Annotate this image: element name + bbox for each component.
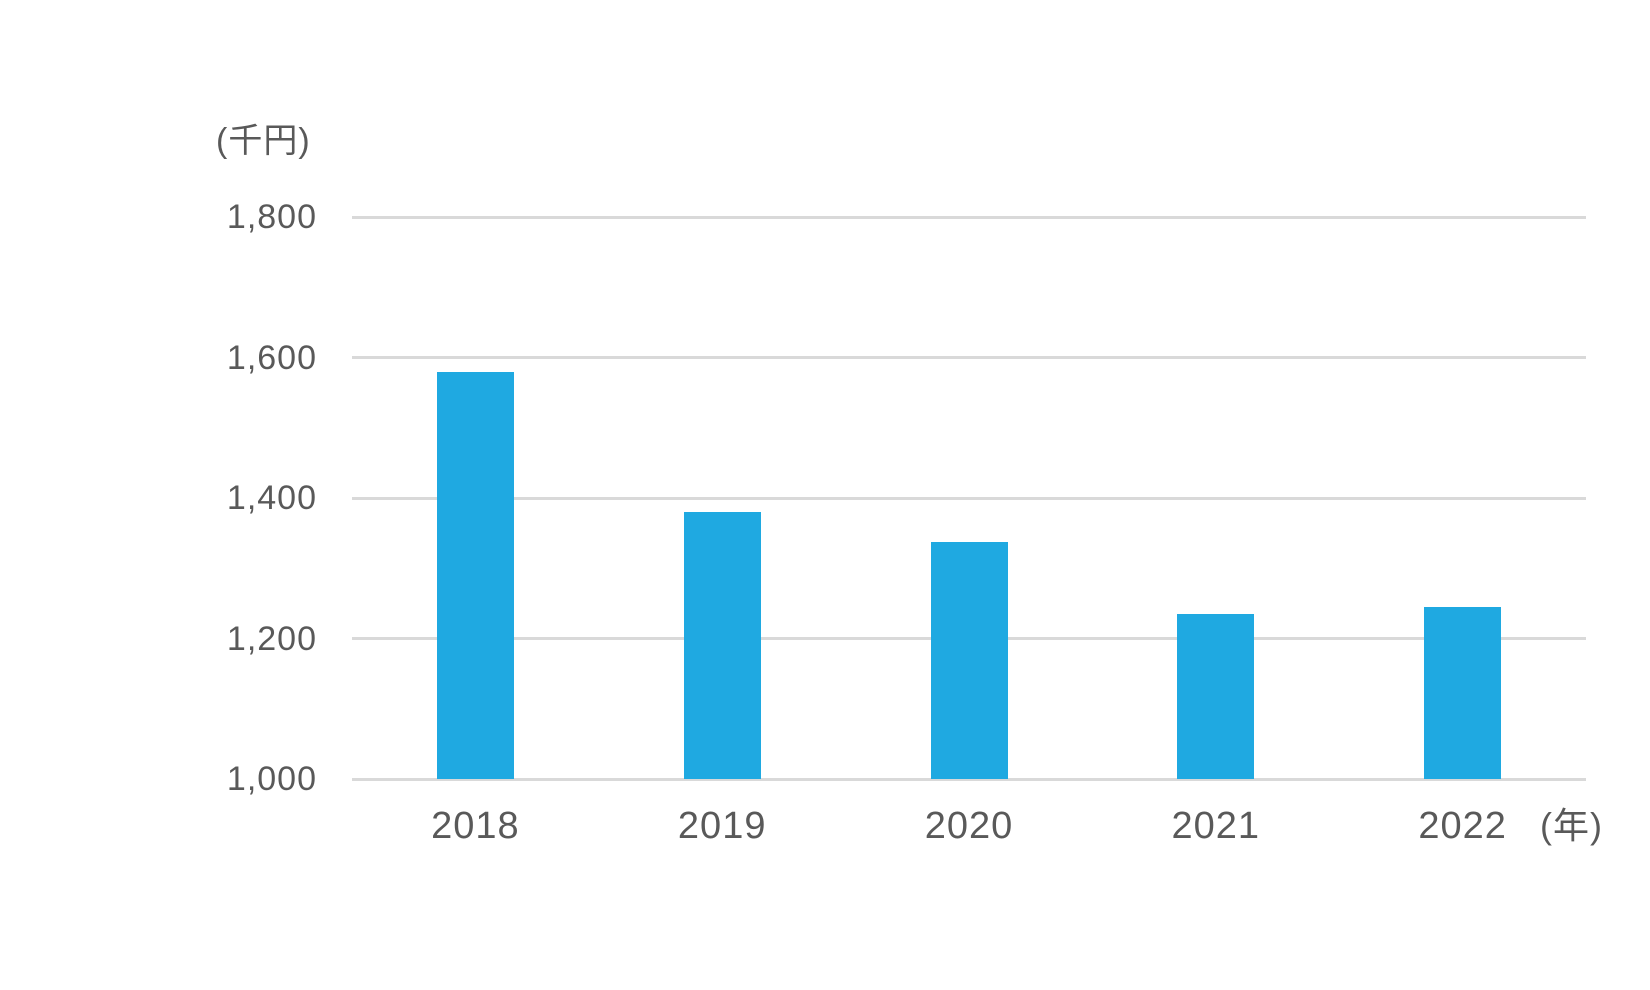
bar-2022 [1424, 606, 1502, 779]
x-axis-tick-label: 2020 [924, 805, 1014, 847]
y-axis-tick-label: 1,400 [226, 479, 317, 517]
y-axis-unit-label: (千円) [216, 122, 311, 160]
bar-2019 [683, 512, 761, 779]
y-axis-tick-label: 1,600 [226, 338, 317, 377]
gridline [352, 496, 1586, 500]
x-axis-tick-label: 2021 [1171, 805, 1261, 847]
gridline [352, 215, 1586, 219]
y-axis-tick-label: 1,200 [226, 619, 317, 658]
y-axis-tick-label: 1,800 [226, 198, 317, 236]
x-axis-tick-label: 2018 [431, 805, 520, 847]
gridline [352, 777, 1586, 781]
x-axis-unit-label: (年) [1540, 805, 1603, 846]
bar-2021 [1177, 613, 1255, 779]
gridline [352, 356, 1586, 359]
bar-2018 [436, 371, 514, 779]
x-axis-tick-label: 2022 [1418, 805, 1507, 847]
x-axis-tick-label: 2019 [677, 805, 767, 847]
y-axis-tick-label: 1,000 [226, 760, 317, 798]
bar-2020 [930, 542, 1008, 779]
